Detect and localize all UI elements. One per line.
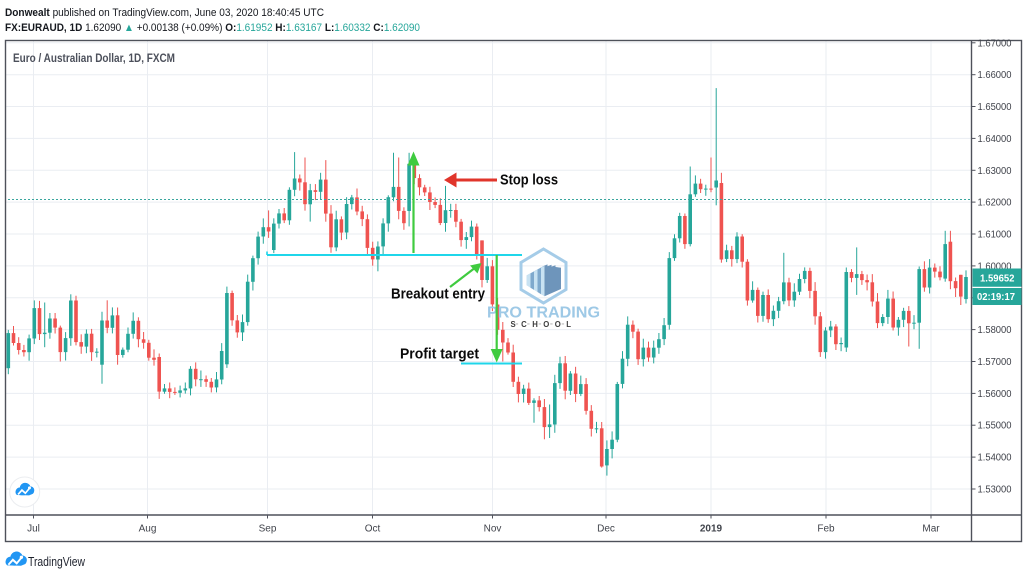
svg-text:Dec: Dec — [597, 524, 615, 535]
svg-text:Stop loss: Stop loss — [500, 172, 558, 189]
svg-text:Sep: Sep — [259, 524, 277, 535]
svg-text:Oct: Oct — [365, 524, 381, 535]
svg-text:Aug: Aug — [139, 524, 157, 535]
svg-text:Profit target: Profit target — [400, 346, 479, 363]
svg-text:Jul: Jul — [27, 524, 40, 535]
svg-text:Feb: Feb — [817, 524, 835, 535]
svg-text:Euro / Australian Dollar, 1D,: Euro / Australian Dollar, 1D, FXCM — [13, 51, 175, 65]
svg-text:1.61000: 1.61000 — [978, 230, 1012, 241]
svg-text:1.66000: 1.66000 — [978, 70, 1012, 81]
svg-text:1.57000: 1.57000 — [978, 357, 1012, 368]
svg-text:Donwealt published on TradingV: Donwealt published on TradingView.com, J… — [5, 7, 324, 19]
svg-text:1.67000: 1.67000 — [978, 38, 1012, 49]
svg-text:1.59652: 1.59652 — [980, 273, 1015, 285]
svg-text:2019: 2019 — [700, 524, 723, 535]
svg-text:1.55000: 1.55000 — [978, 421, 1012, 432]
svg-text:1.60000: 1.60000 — [978, 261, 1012, 272]
svg-text:Mar: Mar — [922, 524, 940, 535]
svg-text:SCHOOL: SCHOOL — [511, 319, 577, 329]
svg-text:1.64000: 1.64000 — [978, 134, 1012, 145]
svg-text:1.62000: 1.62000 — [978, 198, 1012, 209]
svg-text:1.63000: 1.63000 — [978, 166, 1012, 177]
svg-text:1.65000: 1.65000 — [978, 102, 1012, 113]
svg-text:1.56000: 1.56000 — [978, 389, 1012, 400]
svg-text:TradingView: TradingView — [28, 554, 85, 569]
svg-text:FX:EURAUD, 1D 1.62090 ▲ +0.00: FX:EURAUD, 1D 1.62090 ▲ +0.00138 (+0.09%… — [5, 22, 420, 34]
svg-text:1.58000: 1.58000 — [978, 325, 1012, 336]
svg-text:PRO TRADING: PRO TRADING — [487, 305, 600, 322]
svg-text:02:19:17: 02:19:17 — [977, 291, 1015, 303]
svg-text:1.53000: 1.53000 — [978, 485, 1012, 496]
svg-text:Nov: Nov — [484, 524, 502, 535]
svg-text:Breakout entry: Breakout entry — [391, 286, 486, 303]
svg-text:1.54000: 1.54000 — [978, 453, 1012, 464]
